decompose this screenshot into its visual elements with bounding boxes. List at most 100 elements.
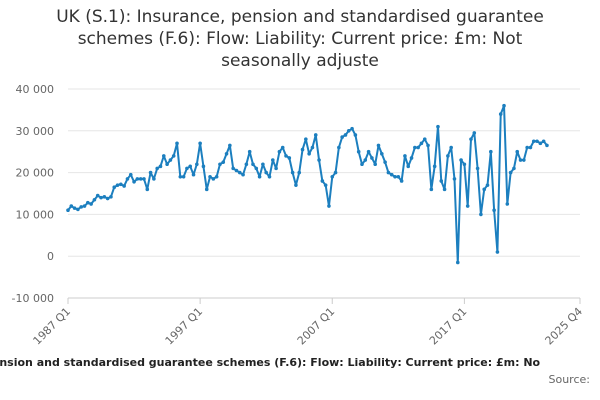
data-point[interactable]: [128, 172, 133, 177]
data-point[interactable]: [313, 133, 318, 137]
data-point[interactable]: [512, 166, 516, 171]
data-point[interactable]: [515, 149, 520, 154]
data-point[interactable]: [436, 124, 440, 129]
data-point[interactable]: [307, 151, 311, 156]
data-point[interactable]: [455, 260, 460, 265]
data-point[interactable]: [247, 149, 252, 154]
data-point[interactable]: [204, 187, 209, 192]
data-point[interactable]: [452, 177, 457, 181]
data-point[interactable]: [396, 174, 401, 179]
data-point[interactable]: [218, 162, 222, 167]
data-point[interactable]: [264, 170, 268, 175]
data-point[interactable]: [380, 151, 384, 156]
data-point[interactable]: [330, 174, 335, 179]
data-point[interactable]: [165, 162, 169, 167]
data-point[interactable]: [244, 162, 249, 167]
data-point[interactable]: [320, 179, 325, 183]
data-point[interactable]: [409, 156, 414, 160]
data-point[interactable]: [148, 170, 153, 175]
data-point[interactable]: [545, 143, 549, 148]
data-point[interactable]: [181, 174, 186, 179]
data-point[interactable]: [66, 208, 70, 213]
data-point[interactable]: [413, 145, 417, 150]
data-point[interactable]: [109, 195, 113, 199]
data-point[interactable]: [122, 184, 126, 188]
data-point[interactable]: [214, 174, 219, 179]
data-point[interactable]: [300, 147, 305, 152]
data-point[interactable]: [518, 158, 523, 162]
data-point[interactable]: [340, 135, 344, 139]
data-point[interactable]: [92, 197, 97, 202]
data-point[interactable]: [290, 170, 295, 175]
data-point[interactable]: [333, 170, 338, 175]
data-point[interactable]: [531, 139, 536, 144]
data-point[interactable]: [221, 160, 226, 164]
data-point[interactable]: [208, 174, 212, 179]
data-point[interactable]: [323, 183, 328, 187]
data-point[interactable]: [508, 170, 513, 175]
data-point[interactable]: [360, 162, 364, 167]
data-point[interactable]: [284, 154, 288, 158]
data-point[interactable]: [337, 145, 341, 150]
data-point[interactable]: [125, 177, 130, 181]
data-point[interactable]: [343, 133, 348, 137]
data-point[interactable]: [274, 166, 278, 171]
data-point[interactable]: [422, 137, 427, 141]
data-point[interactable]: [432, 164, 437, 169]
data-point[interactable]: [132, 180, 136, 184]
data-point[interactable]: [459, 158, 463, 162]
data-point[interactable]: [317, 158, 321, 162]
data-point[interactable]: [403, 154, 407, 158]
data-point[interactable]: [112, 185, 117, 190]
data-point[interactable]: [211, 177, 216, 181]
data-point[interactable]: [99, 195, 103, 200]
data-point[interactable]: [178, 174, 183, 179]
data-point[interactable]: [287, 156, 292, 160]
data-point[interactable]: [231, 166, 235, 171]
data-point[interactable]: [294, 183, 298, 187]
data-point[interactable]: [346, 129, 351, 133]
data-point[interactable]: [489, 149, 493, 154]
data-point[interactable]: [237, 170, 242, 175]
data-point[interactable]: [505, 202, 510, 206]
data-point[interactable]: [541, 139, 546, 144]
data-point[interactable]: [72, 206, 77, 210]
data-point[interactable]: [175, 141, 179, 146]
data-point[interactable]: [161, 154, 166, 158]
data-point[interactable]: [498, 112, 503, 116]
data-point[interactable]: [383, 160, 387, 164]
data-point[interactable]: [535, 139, 539, 144]
data-point[interactable]: [406, 164, 411, 169]
data-point[interactable]: [152, 177, 156, 181]
data-point[interactable]: [370, 156, 374, 160]
data-point[interactable]: [76, 207, 80, 212]
data-point[interactable]: [185, 166, 189, 171]
data-point[interactable]: [138, 177, 143, 181]
data-point[interactable]: [310, 145, 315, 150]
data-point[interactable]: [277, 149, 282, 154]
data-point[interactable]: [102, 195, 107, 199]
data-point[interactable]: [327, 204, 331, 208]
data-point[interactable]: [495, 250, 500, 254]
data-point[interactable]: [267, 174, 272, 179]
data-point[interactable]: [472, 131, 477, 135]
data-point[interactable]: [475, 166, 480, 171]
data-point[interactable]: [297, 170, 302, 175]
data-point[interactable]: [280, 145, 285, 150]
data-point[interactable]: [485, 183, 490, 187]
data-point[interactable]: [95, 193, 100, 198]
data-point[interactable]: [69, 204, 74, 208]
data-point[interactable]: [145, 187, 150, 192]
data-point[interactable]: [201, 164, 206, 169]
data-point[interactable]: [469, 137, 473, 141]
data-point[interactable]: [195, 162, 199, 167]
data-point[interactable]: [115, 183, 120, 187]
data-point[interactable]: [525, 145, 529, 150]
data-point[interactable]: [376, 143, 381, 148]
data-point[interactable]: [89, 202, 93, 206]
data-point[interactable]: [82, 204, 87, 208]
data-point[interactable]: [257, 174, 262, 179]
data-point[interactable]: [426, 143, 430, 148]
data-point[interactable]: [386, 170, 391, 175]
data-point[interactable]: [304, 137, 308, 141]
